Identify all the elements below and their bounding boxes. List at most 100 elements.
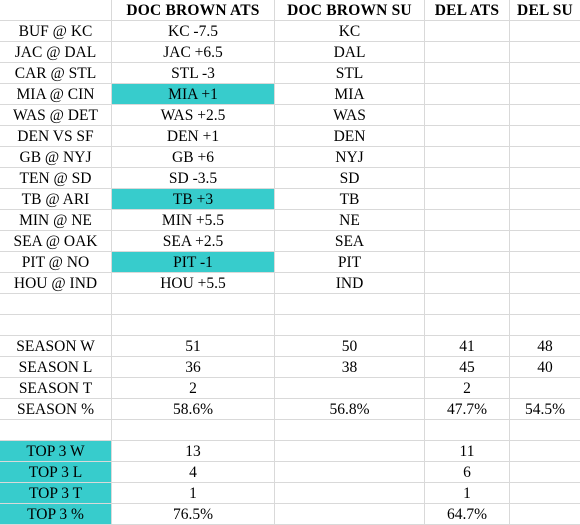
cell-del-ats[interactable]: 64.7% — [425, 504, 510, 525]
cell-del-ats[interactable] — [425, 189, 510, 210]
cell-del-su[interactable] — [510, 210, 580, 231]
cell-doc-brown-ats[interactable]: GB +6 — [112, 147, 275, 168]
cell-doc-brown-ats[interactable]: JAC +6.5 — [112, 42, 275, 63]
cell-del-ats[interactable]: 41 — [425, 336, 510, 357]
cell-del-ats[interactable] — [425, 105, 510, 126]
cell-matchup[interactable]: TOP 3 T — [0, 483, 112, 504]
cell-doc-brown-ats[interactable]: 36 — [112, 357, 275, 378]
cell-doc-brown-su[interactable] — [275, 315, 425, 336]
cell-del-ats[interactable] — [425, 294, 510, 315]
cell-matchup[interactable]: MIN @ NE — [0, 210, 112, 231]
cell-doc-brown-ats[interactable]: 13 — [112, 441, 275, 462]
cell-del-su[interactable] — [510, 294, 580, 315]
cell-matchup[interactable]: GB @ NYJ — [0, 147, 112, 168]
cell-doc-brown-su[interactable]: DAL — [275, 42, 425, 63]
column-header-doc-brown-ats[interactable]: DOC BROWN ATS — [112, 0, 275, 21]
cell-del-su[interactable] — [510, 441, 580, 462]
cell-doc-brown-su[interactable] — [275, 420, 425, 441]
cell-doc-brown-su[interactable]: 56.8% — [275, 399, 425, 420]
cell-doc-brown-ats[interactable] — [112, 420, 275, 441]
cell-doc-brown-su[interactable]: WAS — [275, 105, 425, 126]
cell-del-su[interactable] — [510, 252, 580, 273]
cell-del-su[interactable] — [510, 63, 580, 84]
cell-del-su[interactable] — [510, 168, 580, 189]
cell-del-su[interactable] — [510, 84, 580, 105]
cell-del-su[interactable] — [510, 42, 580, 63]
cell-del-ats[interactable] — [425, 84, 510, 105]
cell-doc-brown-ats[interactable]: 51 — [112, 336, 275, 357]
cell-del-su[interactable] — [510, 483, 580, 504]
cell-doc-brown-su[interactable]: PIT — [275, 252, 425, 273]
cell-doc-brown-ats[interactable]: 2 — [112, 378, 275, 399]
cell-matchup[interactable]: TEN @ SD — [0, 168, 112, 189]
cell-del-ats[interactable]: 11 — [425, 441, 510, 462]
cell-matchup[interactable]: DEN VS SF — [0, 126, 112, 147]
cell-doc-brown-ats[interactable] — [112, 315, 275, 336]
cell-del-su[interactable] — [510, 147, 580, 168]
cell-matchup[interactable]: MIA @ CIN — [0, 84, 112, 105]
cell-matchup[interactable] — [0, 315, 112, 336]
cell-doc-brown-su[interactable]: STL — [275, 63, 425, 84]
cell-doc-brown-su[interactable]: DEN — [275, 126, 425, 147]
cell-matchup[interactable]: TOP 3 L — [0, 462, 112, 483]
column-header-matchup[interactable] — [0, 0, 112, 21]
cell-doc-brown-ats[interactable]: DEN +1 — [112, 126, 275, 147]
column-header-del-su[interactable]: DEL SU — [510, 0, 580, 21]
cell-matchup[interactable]: SEASON W — [0, 336, 112, 357]
cell-doc-brown-su[interactable] — [275, 504, 425, 525]
cell-doc-brown-su[interactable] — [275, 441, 425, 462]
cell-doc-brown-su[interactable]: KC — [275, 21, 425, 42]
cell-del-su[interactable] — [510, 189, 580, 210]
cell-matchup[interactable]: SEA @ OAK — [0, 231, 112, 252]
cell-doc-brown-ats[interactable]: STL -3 — [112, 63, 275, 84]
cell-doc-brown-su[interactable]: SEA — [275, 231, 425, 252]
cell-doc-brown-ats[interactable]: MIA +1 — [112, 84, 275, 105]
cell-del-ats[interactable] — [425, 210, 510, 231]
cell-del-ats[interactable] — [425, 126, 510, 147]
cell-del-ats[interactable] — [425, 168, 510, 189]
cell-del-su[interactable] — [510, 462, 580, 483]
cell-matchup[interactable] — [0, 420, 112, 441]
cell-matchup[interactable]: SEASON % — [0, 399, 112, 420]
cell-del-ats[interactable] — [425, 21, 510, 42]
cell-del-ats[interactable] — [425, 420, 510, 441]
cell-del-ats[interactable] — [425, 231, 510, 252]
cell-doc-brown-ats[interactable]: 58.6% — [112, 399, 275, 420]
cell-del-su[interactable] — [510, 105, 580, 126]
cell-matchup[interactable]: JAC @ DAL — [0, 42, 112, 63]
cell-doc-brown-ats[interactable] — [112, 294, 275, 315]
cell-del-ats[interactable]: 6 — [425, 462, 510, 483]
cell-matchup[interactable]: TB @ ARI — [0, 189, 112, 210]
cell-del-ats[interactable] — [425, 252, 510, 273]
cell-del-ats[interactable] — [425, 315, 510, 336]
cell-doc-brown-su[interactable]: IND — [275, 273, 425, 294]
cell-del-ats[interactable]: 45 — [425, 357, 510, 378]
cell-del-su[interactable] — [510, 378, 580, 399]
cell-matchup[interactable]: HOU @ IND — [0, 273, 112, 294]
column-header-del-ats[interactable]: DEL ATS — [425, 0, 510, 21]
cell-doc-brown-ats[interactable]: 1 — [112, 483, 275, 504]
cell-doc-brown-ats[interactable]: SEA +2.5 — [112, 231, 275, 252]
cell-doc-brown-su[interactable] — [275, 483, 425, 504]
cell-del-ats[interactable] — [425, 63, 510, 84]
cell-doc-brown-ats[interactable]: 4 — [112, 462, 275, 483]
column-header-doc-brown-su[interactable]: DOC BROWN SU — [275, 0, 425, 21]
cell-matchup[interactable]: PIT @ NO — [0, 252, 112, 273]
cell-del-ats[interactable] — [425, 273, 510, 294]
cell-matchup[interactable]: BUF @ KC — [0, 21, 112, 42]
cell-del-su[interactable] — [510, 273, 580, 294]
cell-matchup[interactable]: SEASON T — [0, 378, 112, 399]
cell-doc-brown-ats[interactable]: WAS +2.5 — [112, 105, 275, 126]
cell-del-su[interactable]: 54.5% — [510, 399, 580, 420]
cell-doc-brown-ats[interactable]: MIN +5.5 — [112, 210, 275, 231]
cell-del-su[interactable]: 48 — [510, 336, 580, 357]
cell-doc-brown-su[interactable] — [275, 294, 425, 315]
cell-del-ats[interactable] — [425, 42, 510, 63]
cell-doc-brown-ats[interactable]: PIT -1 — [112, 252, 275, 273]
cell-doc-brown-su[interactable] — [275, 462, 425, 483]
cell-doc-brown-ats[interactable]: HOU +5.5 — [112, 273, 275, 294]
cell-matchup[interactable]: TOP 3 W — [0, 441, 112, 462]
cell-del-ats[interactable]: 1 — [425, 483, 510, 504]
cell-doc-brown-ats[interactable]: 76.5% — [112, 504, 275, 525]
cell-matchup[interactable]: CAR @ STL — [0, 63, 112, 84]
